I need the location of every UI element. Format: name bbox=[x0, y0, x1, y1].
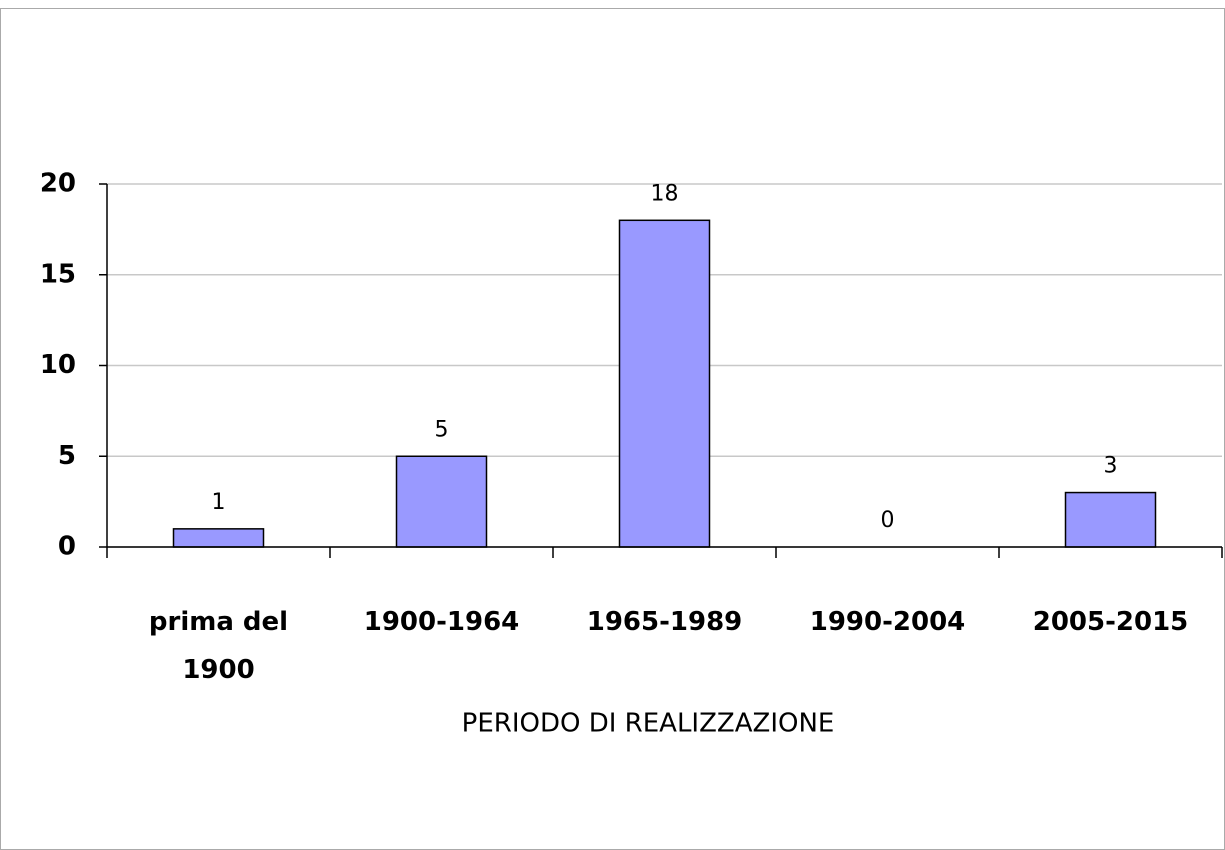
x-tick-label: 1990-2004 bbox=[809, 607, 966, 637]
data-label: 0 bbox=[881, 508, 895, 533]
data-label: 5 bbox=[435, 417, 449, 442]
y-tick-label: 10 bbox=[40, 350, 76, 380]
x-tick-label: 1900-1964 bbox=[363, 607, 520, 637]
y-tick-label: 5 bbox=[58, 441, 76, 471]
x-axis-title: PERIODO DI REALIZZAZIONE bbox=[462, 709, 835, 739]
y-tick-label: 0 bbox=[58, 532, 76, 562]
y-tick-label: 15 bbox=[40, 259, 76, 289]
bar bbox=[618, 219, 711, 548]
bar bbox=[1064, 491, 1157, 548]
y-tick-label: 20 bbox=[40, 169, 76, 199]
x-tick-label: 1965-1989 bbox=[586, 607, 743, 637]
data-label: 18 bbox=[651, 181, 679, 206]
x-tick-label: 2005-2015 bbox=[1032, 607, 1189, 637]
bar bbox=[172, 528, 265, 548]
data-label: 3 bbox=[1104, 454, 1118, 479]
bar bbox=[395, 455, 488, 548]
data-label: 1 bbox=[212, 490, 226, 515]
x-tick-label: prima del 1900 bbox=[148, 607, 289, 685]
